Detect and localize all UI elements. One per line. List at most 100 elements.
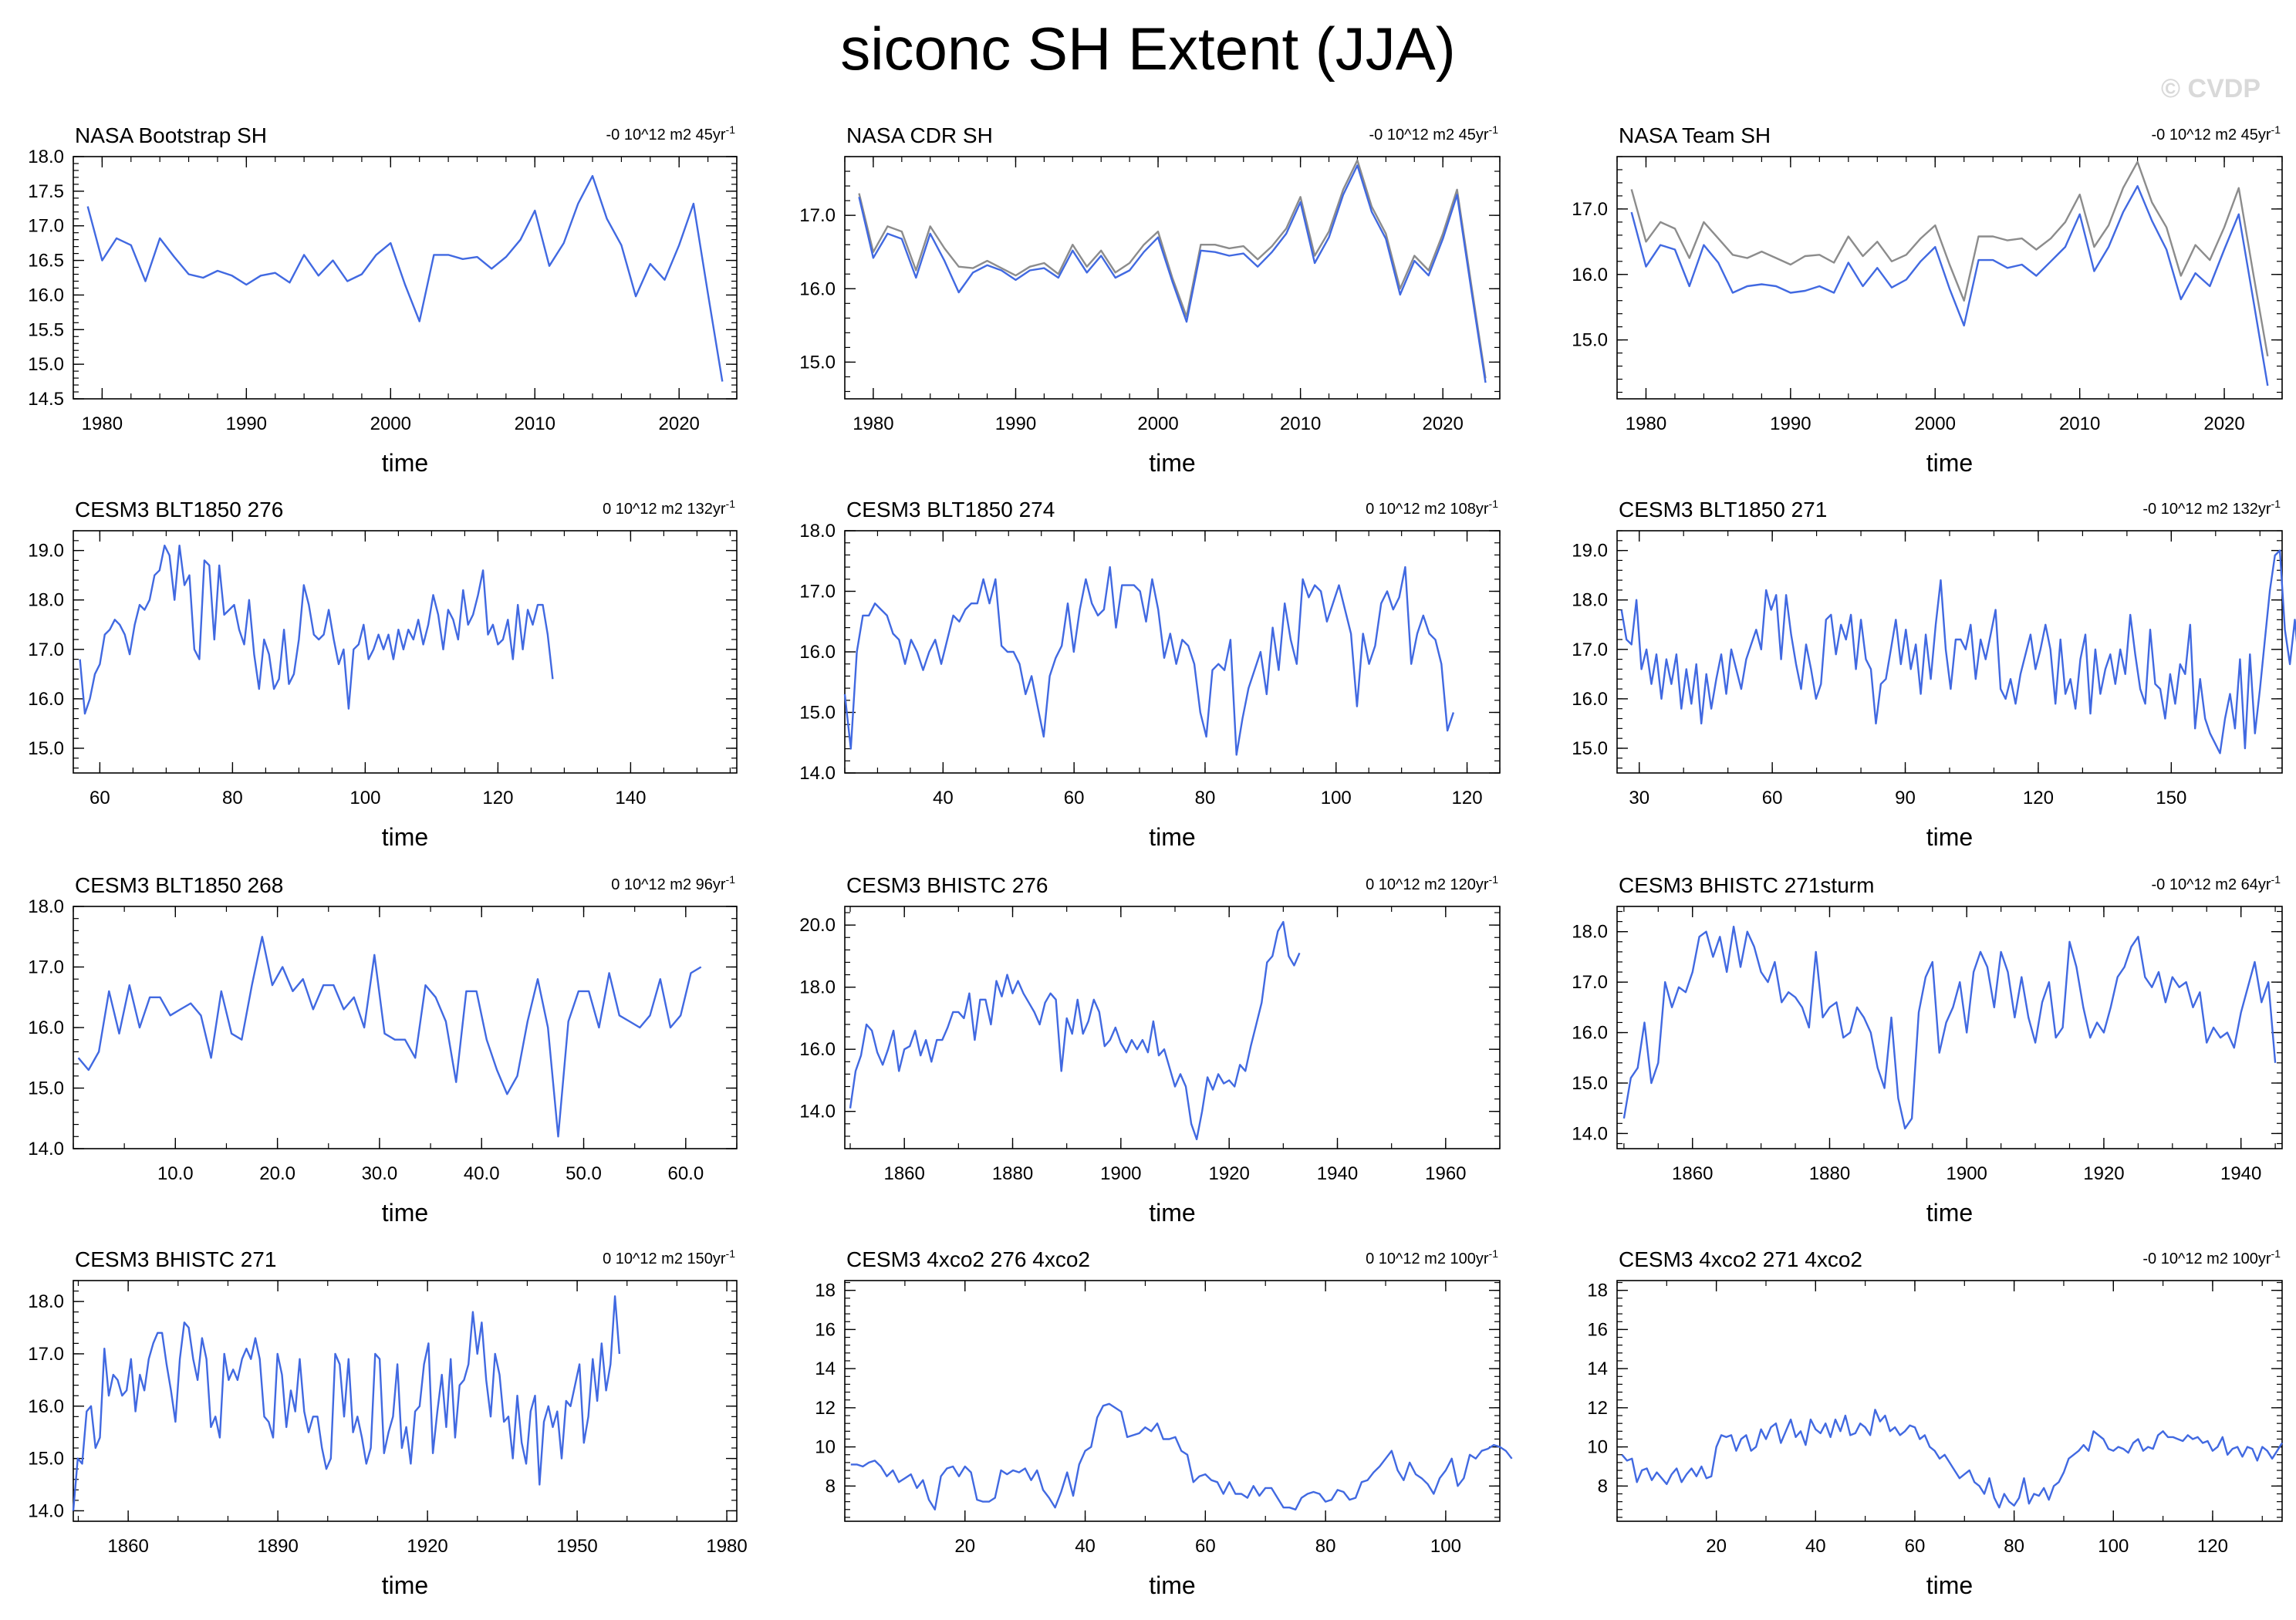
y-tick-label: 15.0: [28, 738, 64, 759]
x-tick-label: 80: [1195, 788, 1216, 808]
panel-title: NASA Team SH: [1619, 123, 1771, 147]
x-tick-label: 1990: [1770, 413, 1811, 434]
y-tick-label: 15.0: [1572, 1073, 1608, 1094]
y-tick-label: 18.0: [1572, 590, 1608, 611]
trend-label: -0 10^12 m2 132yr-1: [2142, 498, 2281, 518]
y-tick-label: 16.0: [28, 285, 64, 305]
x-tick-label: 1900: [1947, 1163, 1987, 1184]
y-tick-label: 15.0: [28, 1449, 64, 1470]
x-tick-label: 1890: [257, 1536, 298, 1557]
trend-label: -0 10^12 m2 45yr-1: [1369, 123, 1499, 143]
y-tick-label: 18.0: [28, 896, 64, 917]
x-tick-label: 2000: [1915, 413, 1956, 434]
panel-title: CESM3 BLT1850 271: [1619, 498, 1827, 521]
x-tick-label: 30: [1629, 788, 1649, 808]
x-tick-label: 140: [615, 788, 646, 808]
trend-label: 0 10^12 m2 108yr-1: [1366, 498, 1498, 518]
plot-frame: [844, 1280, 1501, 1522]
x-axis-title: time: [1926, 1199, 1973, 1227]
series-line-2: [1630, 184, 2269, 386]
y-tick-label: 17.0: [28, 640, 64, 660]
trend-label: -0 10^12 m2 45yr-1: [606, 123, 736, 143]
x-tick-label: 2010: [1280, 413, 1321, 434]
trend-exponent: -1: [1489, 123, 1499, 136]
x-axis-title: time: [1149, 1571, 1195, 1599]
x-tick-label: 80: [2004, 1536, 2024, 1557]
y-tick-label: 19.0: [28, 541, 64, 562]
chart-panel-7: CESM3 BLT1850 268 0 10^12 m2 96yr-1 10.0 20…: [28, 873, 738, 1227]
y-tick-label: 17.0: [799, 205, 836, 226]
panel-title: CESM3 BLT1850 276: [75, 498, 283, 521]
trend-label: 0 10^12 m2 96yr-1: [611, 873, 735, 893]
y-tick-label: 16.0: [1572, 689, 1608, 710]
y-tick-label: 10: [1587, 1437, 1608, 1458]
x-tick-label: 30.0: [362, 1163, 398, 1184]
x-tick-label: 90: [1895, 788, 1916, 808]
chart-panel-10: CESM3 BHISTC 271 0 10^12 m2 150yr-1 1860 18…: [28, 1247, 747, 1599]
trend-exponent: -1: [2271, 1247, 2281, 1260]
chart-panel-3: NASA Team SH -0 10^12 m2 45yr-1 1980 1990 20…: [1572, 123, 2283, 477]
chart-panel-8: CESM3 BHISTC 276 0 10^12 m2 120yr-1 1860 18…: [799, 873, 1501, 1227]
x-tick-label: 2000: [370, 413, 411, 434]
trend-exponent: -1: [2271, 123, 2281, 136]
series-line-1: [72, 1295, 621, 1511]
plot-frame: [1616, 906, 2283, 1149]
x-axis-title: time: [382, 823, 428, 851]
series-line-1: [1630, 160, 2269, 357]
chart-panel-11: CESM3 4xco2 276 4xco2 0 10^12 m2 100yr-1 2…: [815, 1247, 1513, 1599]
plot-frame: [844, 156, 1501, 400]
trend-exponent: -1: [726, 498, 736, 510]
x-tick-label: 20.0: [259, 1163, 295, 1184]
x-tick-label: 1980: [853, 413, 893, 434]
plot-frame: [73, 1280, 738, 1522]
y-tick-label: 17.0: [1572, 199, 1608, 220]
x-tick-label: 1920: [2083, 1163, 2124, 1184]
x-axis-title: time: [1149, 823, 1195, 851]
y-tick-label: 16.0: [1572, 1023, 1608, 1044]
y-tick-label: 18.0: [28, 147, 64, 167]
y-tick-label: 17.0: [28, 957, 64, 978]
panel-title: CESM3 BHISTC 276: [846, 873, 1048, 897]
y-tick-label: 17.0: [799, 582, 836, 602]
x-tick-label: 60: [1195, 1536, 1216, 1557]
x-tick-label: 60.0: [667, 1163, 704, 1184]
trend-exponent: -1: [2271, 873, 2281, 886]
x-tick-label: 20: [1706, 1536, 1727, 1557]
series-line-1: [79, 545, 554, 715]
chart-panel-12: CESM3 4xco2 271 4xco2 -0 10^12 m2 100yr-1…: [1587, 1247, 2284, 1599]
series-line-1: [1620, 549, 2296, 754]
y-tick-label: 18: [815, 1281, 836, 1301]
x-tick-label: 60: [1064, 788, 1085, 808]
x-tick-label: 1990: [995, 413, 1036, 434]
plot-frame: [1616, 1280, 2283, 1522]
y-tick-label: 16.0: [28, 1018, 64, 1038]
panel-title: CESM3 4xco2 271 4xco2: [1619, 1247, 1862, 1271]
x-tick-label: 20: [954, 1536, 975, 1557]
x-tick-label: 120: [2023, 788, 2054, 808]
x-tick-label: 80: [222, 788, 243, 808]
plot-frame: [73, 906, 738, 1149]
x-tick-label: 120: [1452, 788, 1483, 808]
y-tick-label: 16.0: [28, 689, 64, 710]
y-tick-label: 15.0: [28, 1078, 64, 1099]
x-tick-label: 100: [1430, 1536, 1461, 1557]
series-line-1: [77, 936, 702, 1138]
x-tick-label: 40.0: [464, 1163, 500, 1184]
panel-title: CESM3 4xco2 276 4xco2: [846, 1247, 1090, 1271]
y-tick-label: 17.0: [1572, 972, 1608, 993]
x-tick-label: 1920: [407, 1536, 447, 1557]
y-tick-label: 16.0: [1572, 265, 1608, 285]
x-tick-label: 2000: [1137, 413, 1178, 434]
x-axis-title: time: [382, 1199, 428, 1227]
trend-label: -0 10^12 m2 45yr-1: [2152, 123, 2281, 143]
panel-title: CESM3 BHISTC 271: [75, 1247, 276, 1271]
panel-title: NASA Bootstrap SH: [75, 123, 267, 147]
y-tick-label: 15.0: [1572, 738, 1608, 759]
panel-title: CESM3 BLT1850 268: [75, 873, 283, 897]
y-tick-label: 14.0: [799, 763, 836, 784]
y-tick-label: 14.0: [28, 1500, 64, 1521]
plot-frame: [1616, 530, 2283, 774]
x-axis-title: time: [1149, 449, 1195, 477]
y-tick-label: 19.0: [1572, 541, 1608, 562]
series-line-1: [849, 920, 1301, 1141]
